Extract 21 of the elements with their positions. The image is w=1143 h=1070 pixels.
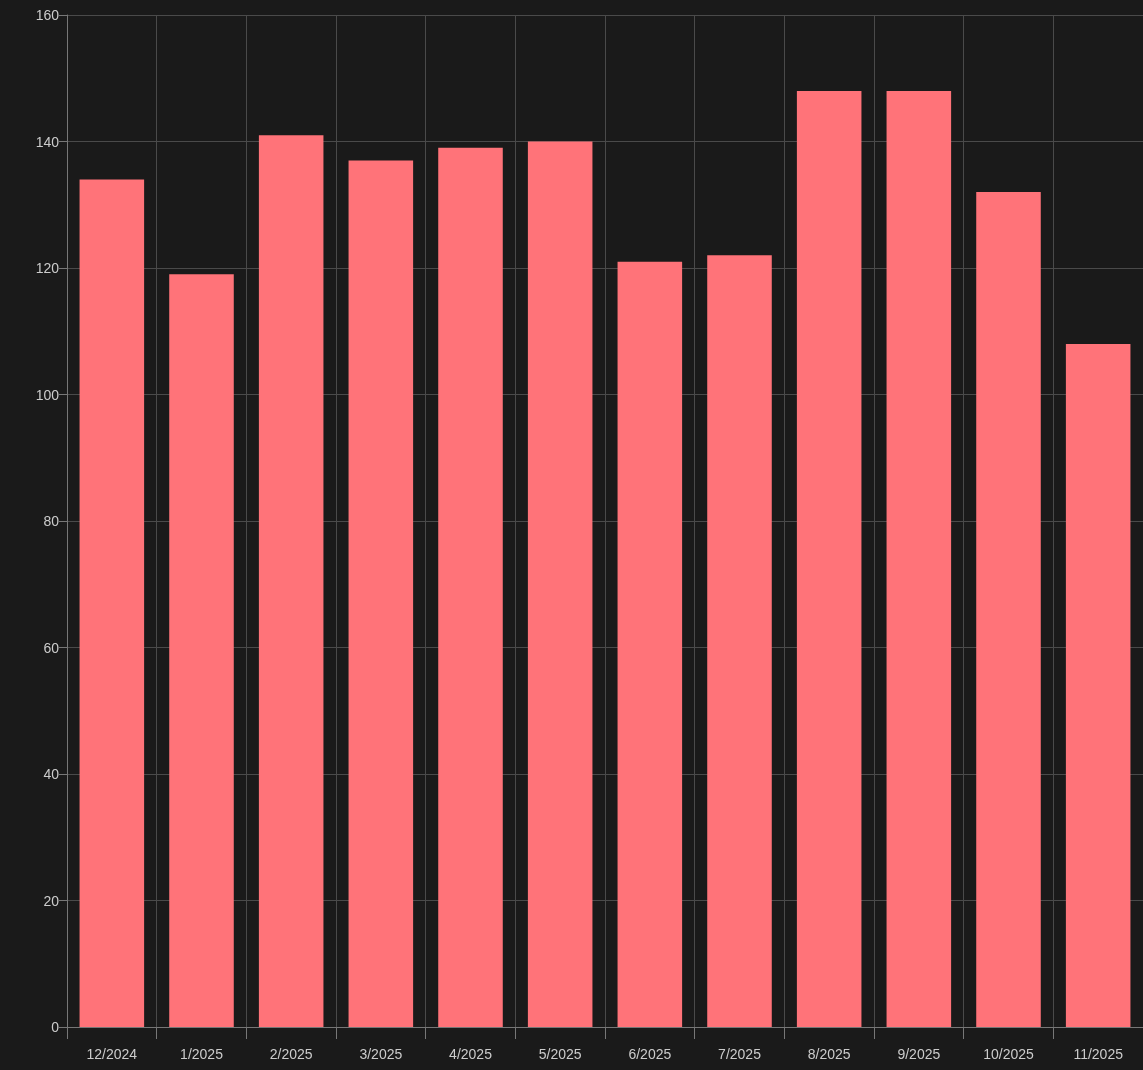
y-tick-label: 100 [35, 386, 60, 403]
x-tick-label: 1/2025 [180, 1046, 224, 1062]
x-tick-label: 5/2025 [538, 1046, 582, 1062]
y-tick-label: 0 [51, 1019, 60, 1035]
x-tick-label: 2/2025 [269, 1046, 313, 1062]
x-tick-label: 10/2025 [983, 1046, 1035, 1062]
x-tick-label: 7/2025 [718, 1046, 762, 1062]
y-tick-label: 160 [35, 7, 60, 23]
x-tick-label: 6/2025 [628, 1046, 672, 1062]
y-tick-label: 60 [43, 639, 60, 656]
x-tick-label: 8/2025 [807, 1046, 851, 1062]
x-tick-label: 9/2025 [897, 1046, 941, 1062]
x-tick-label: 11/2025 [1073, 1046, 1124, 1062]
y-tick-label: 20 [43, 892, 60, 909]
x-tick-label: 3/2025 [359, 1046, 403, 1062]
y-tick-label: 140 [35, 133, 60, 150]
y-tick-label: 120 [35, 260, 60, 276]
x-tick-label: 4/2025 [449, 1046, 493, 1062]
y-tick-label: 40 [43, 766, 60, 782]
y-tick-label: 80 [43, 513, 60, 529]
x-tick-label: 12/2024 [86, 1046, 138, 1062]
